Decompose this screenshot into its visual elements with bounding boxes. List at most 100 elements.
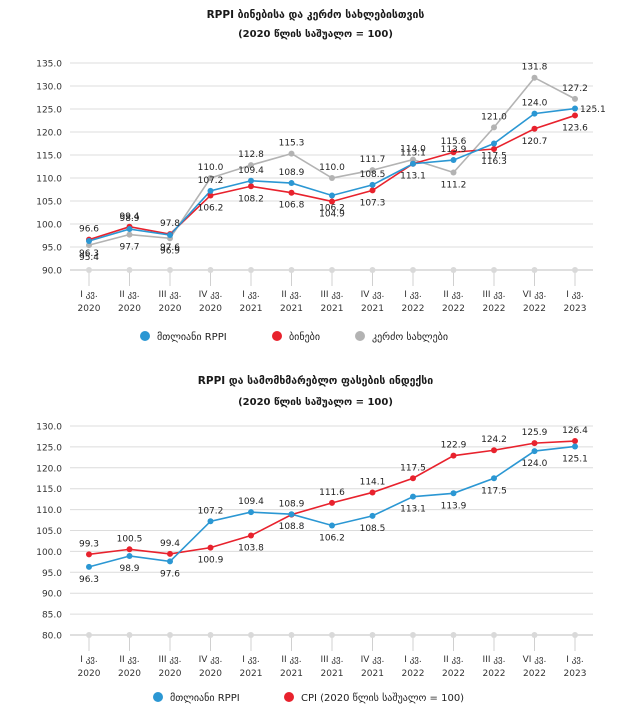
data-point: [329, 198, 335, 205]
axis-marker: [369, 632, 376, 638]
data-point: [207, 175, 214, 181]
y-tick-label: 100.0: [36, 548, 62, 558]
data-point: [572, 443, 578, 450]
y-tick-label: 130.0: [36, 423, 62, 433]
data-point: [531, 110, 538, 117]
x-tick-year: 2023: [564, 304, 587, 314]
axis-marker: [207, 267, 214, 273]
data-point: [572, 112, 578, 119]
data-point: [329, 499, 335, 506]
axis-marker: [491, 267, 497, 273]
x-tick-label: I კვ.: [80, 655, 98, 665]
data-point: [126, 552, 133, 559]
x-tick-year: 2021: [280, 304, 303, 314]
data-label: 95.4: [79, 253, 99, 263]
data-point: [410, 156, 416, 163]
data-label: 109.4: [238, 497, 264, 507]
data-label: 97.7: [119, 243, 139, 253]
x-tick-label: I კვ.: [566, 655, 584, 665]
axis-marker: [248, 632, 254, 638]
y-tick-label: 100.0: [36, 221, 62, 231]
axis-marker: [288, 632, 295, 638]
data-label: 131.8: [522, 63, 548, 73]
chart-subtitle: (2020 წლის საშუალო = 100): [238, 29, 393, 40]
x-tick-label: II კვ.: [443, 290, 463, 300]
x-tick-label: IV კვ.: [199, 655, 223, 665]
chart-plot: 90.0 95.0 100.0 105.0 110.0 115.0 120.0 125.0 13…: [36, 60, 606, 344]
x-tick-label: III კვ.: [483, 655, 506, 665]
data-point: [86, 242, 92, 249]
data-point: [86, 551, 92, 558]
x-tick-year: 2020: [118, 304, 141, 314]
x-tick-year: 2021: [361, 669, 384, 679]
x-tick-year: 2022: [483, 669, 506, 679]
data-label: 124.0: [522, 459, 548, 469]
data-point: [86, 238, 92, 245]
data-label: 106.8: [279, 201, 305, 211]
data-label: 98.9: [119, 214, 139, 224]
data-label: 125.1: [562, 454, 588, 464]
data-label: 99.4: [160, 539, 180, 549]
data-point: [126, 231, 133, 238]
x-tick-label: I კვ.: [80, 290, 98, 300]
x-tick-year: 2020: [118, 669, 141, 679]
axis-marker: [369, 267, 376, 273]
data-label: 125.9: [522, 428, 548, 438]
x-tick-year: 2020: [78, 669, 101, 679]
y-tick-label: 85.0: [42, 611, 62, 621]
data-label: 110.0: [198, 163, 224, 173]
data-point: [491, 447, 497, 454]
data-label: 106.2: [319, 203, 345, 213]
data-label: 111.2: [441, 180, 467, 190]
x-tick-label: III კვ.: [159, 290, 182, 300]
x-tick-label: III კვ.: [159, 655, 182, 665]
x-tick-label: I კვ.: [566, 290, 584, 300]
data-point: [86, 563, 92, 570]
axis-marker: [248, 267, 254, 273]
data-point: [531, 448, 538, 455]
legend-label: ბინები: [289, 331, 320, 343]
axis-marker: [572, 267, 578, 273]
data-point: [167, 558, 173, 565]
data-label: 107.2: [198, 176, 224, 186]
data-label: 97.6: [160, 243, 180, 253]
x-tick-label: II კვ.: [119, 290, 139, 300]
data-label: 112.8: [238, 150, 264, 160]
axis-marker: [86, 632, 92, 638]
data-label: 104.9: [319, 209, 345, 219]
data-point: [450, 149, 457, 156]
data-label: 113.1: [400, 505, 426, 515]
legend-marker: [272, 331, 282, 341]
legend-marker: [355, 331, 365, 341]
y-tick-label: 120.0: [36, 464, 62, 474]
x-tick-year: 2021: [240, 669, 263, 679]
data-point: [288, 180, 295, 187]
data-label: 115.6: [441, 137, 467, 147]
data-label: 122.9: [441, 441, 467, 451]
y-tick-label: 130.0: [36, 83, 62, 93]
data-label: 123.6: [562, 123, 588, 133]
x-tick-label: IV კვ.: [361, 655, 385, 665]
data-point: [248, 183, 254, 190]
x-tick-year: 2023: [564, 669, 587, 679]
data-label: 113.9: [441, 501, 467, 511]
data-point: [288, 511, 295, 518]
data-point: [491, 146, 497, 153]
x-tick-year: 2020: [199, 669, 222, 679]
x-tick-year: 2021: [361, 304, 384, 314]
y-tick-label: 95.0: [42, 244, 62, 254]
data-label: 114.1: [360, 477, 386, 487]
y-tick-label: 135.0: [36, 60, 62, 70]
data-label: 107.2: [198, 506, 224, 516]
data-label: 117.5: [481, 486, 507, 496]
data-point: [369, 187, 376, 194]
data-label: 108.5: [360, 170, 386, 180]
data-label: 100.5: [117, 534, 143, 544]
y-tick-label: 90.0: [42, 590, 62, 600]
legend-label: მთლიანი RPPI: [157, 331, 227, 343]
data-point: [410, 493, 416, 500]
data-point: [167, 232, 173, 239]
axis-marker: [450, 632, 457, 638]
data-label: 99.3: [79, 539, 99, 549]
axis-marker: [288, 267, 295, 273]
